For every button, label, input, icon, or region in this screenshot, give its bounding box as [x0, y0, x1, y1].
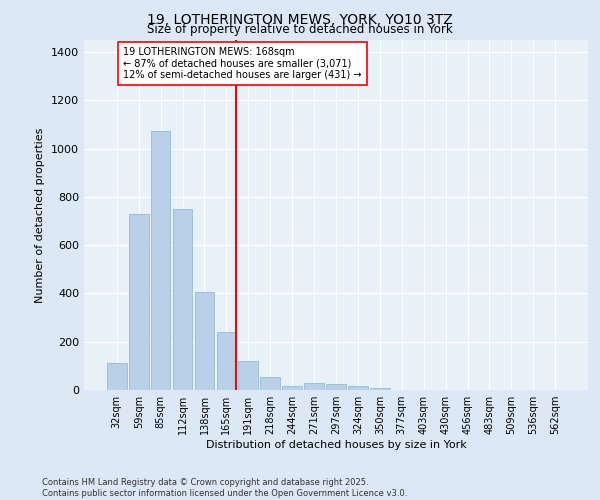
Y-axis label: Number of detached properties: Number of detached properties — [35, 128, 46, 302]
Bar — [107, 364, 127, 390]
Bar — [260, 376, 280, 390]
Bar — [129, 214, 149, 390]
Bar — [348, 386, 368, 390]
Bar — [173, 209, 193, 390]
Bar — [304, 383, 324, 390]
X-axis label: Distribution of detached houses by size in York: Distribution of detached houses by size … — [206, 440, 466, 450]
Bar — [282, 386, 302, 390]
Text: 19 LOTHERINGTON MEWS: 168sqm
← 87% of detached houses are smaller (3,071)
12% of: 19 LOTHERINGTON MEWS: 168sqm ← 87% of de… — [124, 47, 362, 80]
Text: 19, LOTHERINGTON MEWS, YORK, YO10 3TZ: 19, LOTHERINGTON MEWS, YORK, YO10 3TZ — [147, 12, 453, 26]
Text: Contains HM Land Registry data © Crown copyright and database right 2025.
Contai: Contains HM Land Registry data © Crown c… — [42, 478, 407, 498]
Text: Size of property relative to detached houses in York: Size of property relative to detached ho… — [147, 22, 453, 36]
Bar — [370, 388, 390, 390]
Bar — [326, 384, 346, 390]
Bar — [217, 332, 236, 390]
Bar — [151, 130, 170, 390]
Bar — [238, 361, 258, 390]
Bar — [194, 292, 214, 390]
